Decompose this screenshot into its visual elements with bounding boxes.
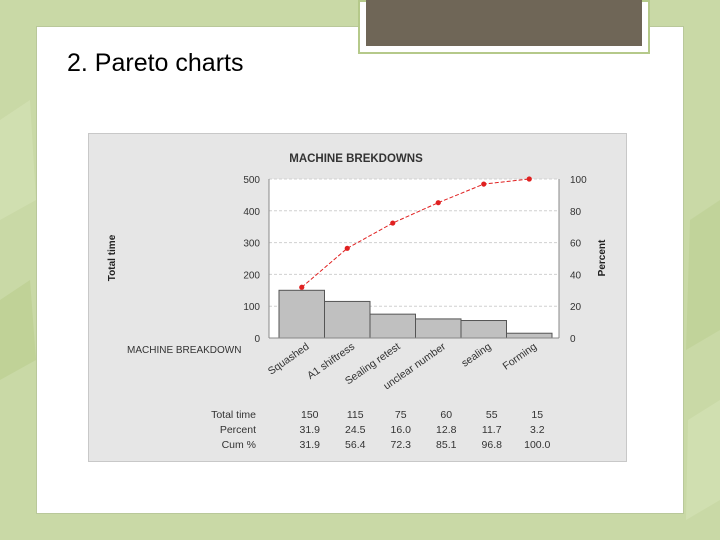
- cumulative-point-5: [481, 181, 487, 187]
- bar-6: [506, 332, 553, 339]
- table-cell: 24.5: [345, 424, 366, 436]
- table-row-label: Total time: [211, 409, 256, 421]
- table-cell: 96.8: [482, 439, 503, 451]
- cumulative-point-6: [526, 176, 532, 182]
- y-tick-label: 200: [243, 270, 260, 281]
- y-axis-label: Total time: [107, 234, 118, 281]
- bar-5: [460, 320, 507, 339]
- y2-tick-label: 40: [570, 270, 582, 281]
- table-cell: 100.0: [524, 439, 550, 451]
- table-cell: 115: [347, 409, 364, 421]
- table-cell: 60: [440, 409, 452, 421]
- cumulative-point-4: [435, 200, 441, 206]
- table-cell: 31.9: [300, 424, 321, 436]
- table-cell: 12.8: [436, 424, 457, 436]
- title-decoration-block: [366, 0, 642, 46]
- table-cell: 11.7: [482, 424, 502, 436]
- slide-title: 2. Pareto charts: [67, 49, 244, 77]
- y-tick-label: 500: [243, 175, 260, 186]
- cumulative-line: [301, 178, 530, 288]
- bar-3: [369, 313, 416, 339]
- table-cell: 72.3: [391, 439, 412, 451]
- y2-tick-label: 80: [570, 207, 582, 218]
- cumulative-point-2: [344, 245, 350, 251]
- pareto-chart: MACHINE BREKDOWNS Total time Percent MAC…: [107, 153, 608, 451]
- cumulative-point-1: [299, 284, 305, 290]
- y-tick-label: 0: [254, 334, 260, 345]
- x-axis-label: MACHINE BREAKDOWN: [127, 345, 241, 356]
- cumulative-point-3: [390, 220, 396, 226]
- table-row-label: Percent: [220, 424, 256, 436]
- table-cell: 3.2: [530, 424, 545, 436]
- bar-1: [278, 289, 325, 339]
- y-tick-label: 100: [243, 302, 260, 313]
- pareto-chart-panel: MACHINE BREKDOWNS Total time Percent MAC…: [88, 133, 627, 462]
- table-cell: 16.0: [391, 424, 412, 436]
- table-cell: 85.1: [436, 439, 457, 451]
- table-cell: 75: [395, 409, 407, 421]
- y2-tick-label: 60: [570, 239, 582, 250]
- table-cell: 150: [301, 409, 319, 421]
- category-label: Forming: [501, 341, 540, 373]
- table-cell: 56.4: [345, 439, 366, 451]
- y2-axis-label: Percent: [597, 239, 608, 276]
- y-tick-label: 300: [243, 239, 260, 250]
- table-cell: 55: [486, 409, 498, 421]
- y-tick-label: 400: [243, 207, 260, 218]
- table-cell: 31.9: [300, 439, 321, 451]
- bar-4: [415, 318, 462, 339]
- bar-2: [324, 300, 371, 339]
- y2-tick-label: 20: [570, 302, 582, 313]
- chart-title: MACHINE BREKDOWNS: [289, 153, 423, 165]
- table-row-label: Cum %: [222, 439, 256, 451]
- y2-tick-label: 0: [570, 334, 576, 345]
- category-label: sealing: [459, 341, 493, 370]
- y2-tick-label: 100: [570, 175, 587, 186]
- table-cell: 15: [531, 409, 543, 421]
